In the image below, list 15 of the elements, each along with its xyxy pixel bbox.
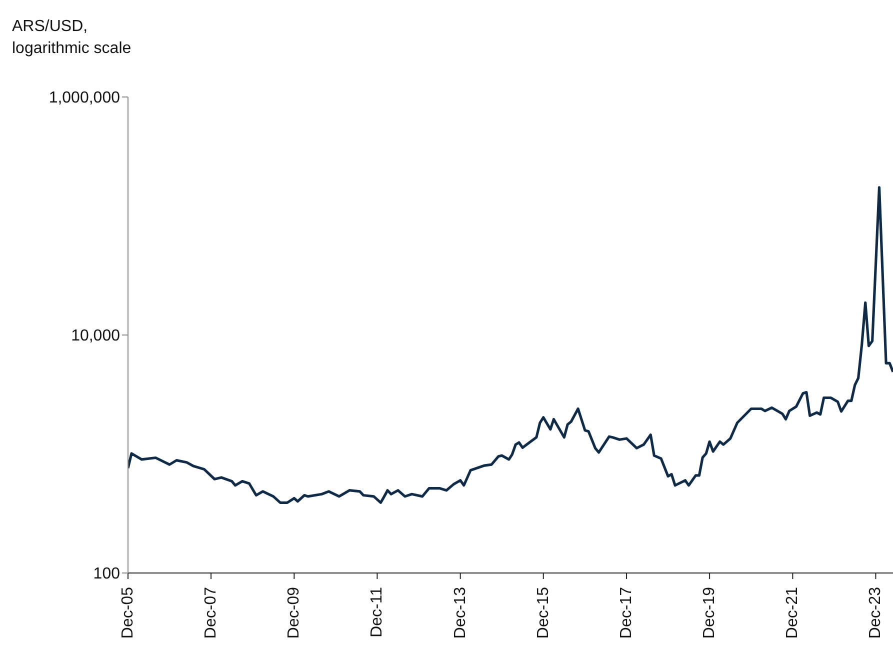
x-tick-label: Dec-17 [618, 586, 636, 639]
y-tick-label: 1,000,000 [48, 90, 120, 107]
x-tick-label: Dec-09 [286, 586, 303, 639]
x-tick-label: Dec-05 [120, 586, 136, 639]
x-tick-label: Dec-19 [701, 586, 718, 639]
y-axis-title: ARS/USD, logarithmic scale [12, 17, 132, 59]
x-tick-label: Dec-21 [784, 586, 802, 639]
x-tick-label: Dec-07 [202, 586, 220, 639]
line-series [128, 186, 893, 504]
x-tick-label: Dec-23 [867, 586, 884, 639]
y-tick-label: 100 [93, 566, 120, 583]
y-tick-label: 10,000 [71, 328, 120, 345]
x-tick-label: Dec-11 [368, 586, 386, 638]
x-tick-label: Dec-13 [452, 586, 469, 639]
x-tick-label: Dec-15 [534, 586, 552, 639]
